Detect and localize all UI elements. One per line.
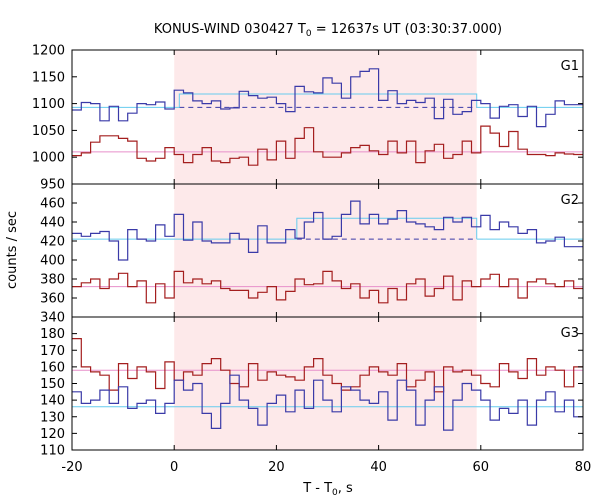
x-tick-label: -20: [61, 460, 82, 475]
g2-panel-name: G2: [561, 193, 579, 208]
g2-y-tick-label: 460: [40, 197, 65, 212]
g2-y-tick-label: 400: [40, 254, 65, 269]
g3-y-tick-label: 130: [40, 410, 65, 425]
g3-y-tick-label: 170: [40, 344, 65, 359]
x-tick-label: 60: [473, 460, 490, 475]
x-axis-label: T - T0, s: [302, 481, 353, 498]
x-tick-label: 20: [268, 460, 285, 475]
g3-y-tick-label: 160: [40, 360, 65, 375]
g3-y-tick-label: 140: [40, 394, 65, 409]
g1-y-tick-label: 1050: [32, 124, 65, 139]
g1-y-tick-label: 1000: [32, 151, 65, 166]
g1-y-tick-label: 1100: [32, 97, 65, 112]
y-axis-label: counts / sec: [5, 211, 20, 289]
g3-panel-name: G3: [561, 326, 579, 341]
g1-blue-curve: [72, 68, 583, 128]
g2-y-tick-label: 360: [40, 292, 65, 307]
g3-red-curve: [72, 338, 583, 393]
g2-y-tick-label: 340: [40, 311, 65, 326]
g1-y-tick-label: 1150: [32, 70, 65, 85]
shaded-interval: [174, 50, 477, 450]
g2-y-tick-label: 440: [40, 216, 65, 231]
x-tick-label: 40: [370, 460, 387, 475]
g2-red-curve: [72, 270, 583, 304]
g3-y-tick-label: 120: [40, 427, 65, 442]
g2-blue-fit-level: [296, 217, 478, 240]
g2-blue-curve: [72, 200, 583, 261]
g2-y-tick-label: 380: [40, 273, 65, 288]
g1-panel-name: G1: [561, 59, 579, 74]
g1-y-tick-label: 950: [40, 178, 65, 193]
x-tick-label: 80: [575, 460, 592, 475]
g1-y-tick-label: 1200: [32, 44, 65, 59]
g1-red-curve: [72, 125, 583, 166]
g3-y-tick-label: 110: [40, 444, 65, 459]
chart-title: KONUS-WIND 030427 T0 = 12637s UT (03:30:…: [154, 22, 502, 39]
g3-y-tick-label: 180: [40, 327, 65, 342]
x-tick-label: 0: [170, 460, 178, 475]
g3-blue-curve: [72, 374, 583, 431]
g2-y-tick-label: 420: [40, 235, 65, 250]
g3-y-tick-label: 150: [40, 377, 65, 392]
